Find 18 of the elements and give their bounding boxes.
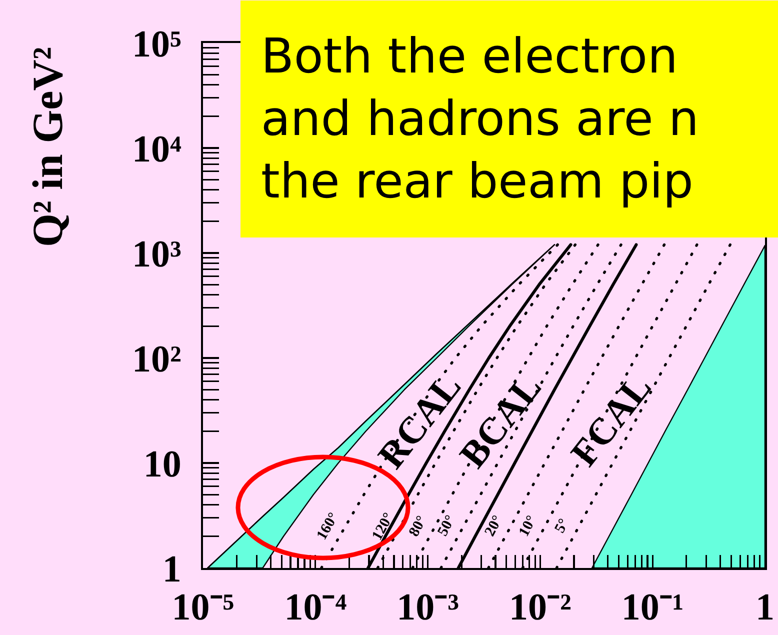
y-tick-label: 10	[143, 443, 182, 486]
text: 20°	[482, 513, 506, 540]
y-tick-label: 10²	[132, 338, 182, 380]
x-tick-label: 10⁻¹	[621, 586, 684, 629]
x-tick-label: 1	[756, 586, 774, 629]
annotation: Both the electron and hadrons are n the rear beam pip	[261, 28, 699, 210]
x-tick-label: 10⁻³	[396, 586, 460, 629]
text: 80°	[406, 513, 430, 540]
text: 10°	[516, 513, 540, 540]
text: 120°	[369, 510, 398, 544]
text: 50°	[434, 512, 459, 539]
y-axis-title: Q² in GeV²	[25, 46, 72, 247]
x-tick-label: 10⁻⁴	[284, 586, 348, 629]
text: 5°	[552, 516, 573, 536]
y-tick-label: 10⁵	[132, 23, 182, 66]
x-tick-label: 10⁻²	[508, 586, 572, 629]
y-tick-label: 10⁴	[132, 128, 182, 170]
y-tick-label: 10³	[132, 233, 182, 276]
